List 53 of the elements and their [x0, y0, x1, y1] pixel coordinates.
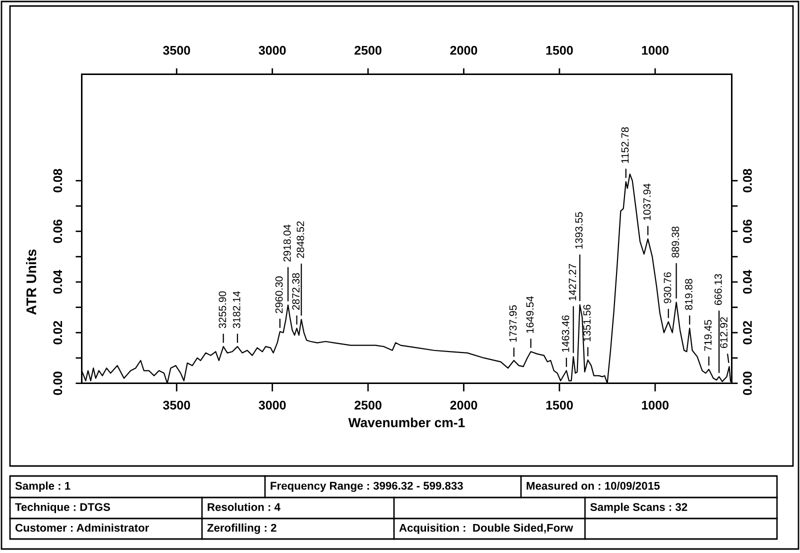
x2-tick-label: 3500	[163, 46, 190, 55]
text: Acquisition : Double Sided,Forw	[399, 524, 574, 534]
text: Sample : 1	[15, 482, 70, 492]
annotation: 1351.56	[583, 304, 591, 342]
x-tick-label: 3000	[258, 400, 286, 410]
text: Technique : DTGS	[15, 502, 110, 514]
x-axis-title: Wavenumber cm-1	[348, 418, 465, 428]
x2-tick-label: 2500	[354, 46, 382, 55]
y-tick-label: 0.00	[53, 372, 62, 395]
y2-tick-label: 0.08	[743, 168, 752, 192]
annotation: 3255.90	[218, 291, 226, 328]
text: Measured on : 10/09/2015	[526, 482, 660, 490]
annotation: 1037.94	[643, 184, 651, 220]
annotation: 3182.14	[232, 291, 240, 328]
annotation: 1649.54	[526, 296, 534, 333]
text: Customer : Administrator	[15, 524, 149, 532]
y-tick-label: 0.04	[53, 270, 62, 294]
text: Frequency Range : 3996.32 - 599.833	[270, 482, 463, 492]
text: Zerofilling : 2	[207, 524, 276, 534]
x-tick-label: 1000	[642, 400, 669, 410]
x-tick-label: 2000	[450, 400, 478, 410]
x2-tick-label: 3000	[258, 46, 286, 55]
y2-tick-label: 0.00	[743, 372, 752, 395]
annotation: 1152.78	[621, 127, 629, 163]
annotation: 612.92	[720, 317, 728, 348]
y2-tick-label: 0.04	[743, 270, 752, 294]
x-tick-label: 2500	[354, 400, 382, 410]
y-axis-title: ATR Units	[26, 250, 36, 315]
annotation: 2848.52	[296, 221, 304, 258]
y2-tick-label: 0.06	[743, 220, 752, 243]
x2-tick-label: 1000	[642, 46, 669, 55]
annotation: 2872.38	[292, 273, 300, 310]
y2-tick-label: 0.02	[743, 320, 752, 344]
y-tick-label: 0.02	[53, 320, 62, 344]
annotation: 719.45	[704, 320, 712, 351]
annotation: 1737.95	[509, 305, 517, 342]
annotation: 666.13	[714, 274, 722, 305]
x2-tick-label: 2000	[450, 46, 478, 55]
y-tick-label: 0.08	[53, 168, 62, 192]
x-tick-label: 1500	[546, 400, 573, 410]
x-tick-label: 3500	[163, 400, 190, 410]
text: Resolution : 4	[208, 502, 280, 511]
annotation: 819.88	[685, 278, 692, 310]
annotation: 2918.04	[283, 224, 291, 262]
annotation: 1393.55	[575, 212, 583, 249]
annotation: 2960.30	[275, 276, 283, 314]
annotation: 1463.46	[562, 315, 570, 352]
y-tick-label: 0.06	[53, 220, 62, 243]
annotation: 930.76	[664, 272, 672, 304]
annotation: 1427.27	[568, 264, 576, 300]
annotation: 889.38	[672, 226, 680, 258]
text: Sample Scans : 32	[590, 502, 688, 514]
x2-tick-label: 1500	[546, 46, 573, 55]
